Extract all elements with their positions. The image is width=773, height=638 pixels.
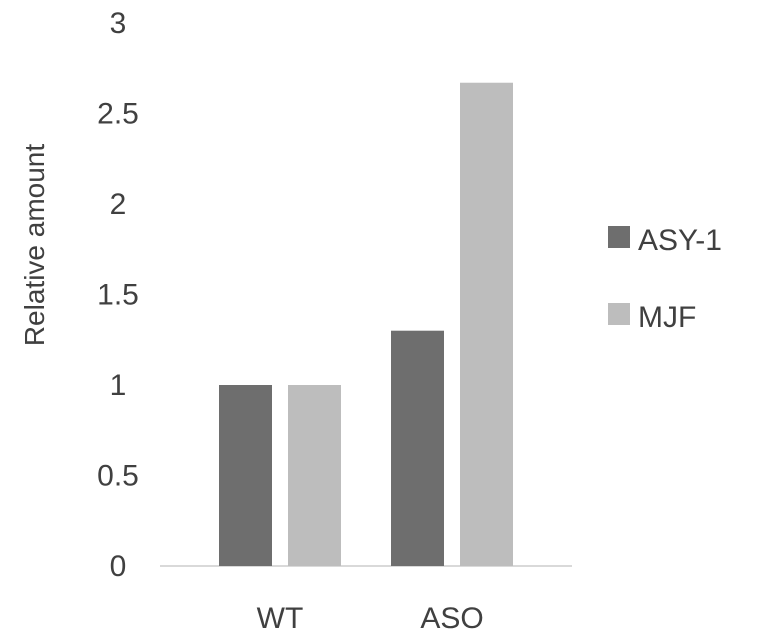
- y-tick-label: 1.5: [97, 279, 139, 312]
- x-category-label: ASO: [420, 602, 483, 635]
- x-axis-categories: WT ASO: [257, 602, 484, 635]
- bar-mjf-aso: [460, 82, 513, 566]
- y-axis-ticks: 0 0.5 1 1.5 2 2.5 3: [97, 7, 139, 583]
- legend-label: ASY-1: [638, 224, 722, 257]
- x-category-label: WT: [257, 602, 304, 635]
- bars: [219, 82, 513, 566]
- legend: ASY-1 MJF: [608, 224, 722, 334]
- y-tick-label: 3: [110, 7, 127, 40]
- y-tick-label: 0.5: [97, 460, 139, 493]
- legend-swatch: [608, 303, 630, 325]
- bar-asy-1-wt: [219, 385, 272, 566]
- y-tick-label: 2: [110, 188, 127, 221]
- y-tick-label: 1: [110, 369, 127, 402]
- legend-swatch: [608, 226, 630, 248]
- y-tick-label: 2.5: [97, 98, 139, 131]
- y-tick-label: 0: [110, 550, 127, 583]
- bar-mjf-wt: [288, 385, 341, 566]
- y-axis-title: Relative amount: [19, 144, 50, 347]
- legend-label: MJF: [638, 301, 696, 334]
- bar-asy-1-aso: [391, 330, 444, 566]
